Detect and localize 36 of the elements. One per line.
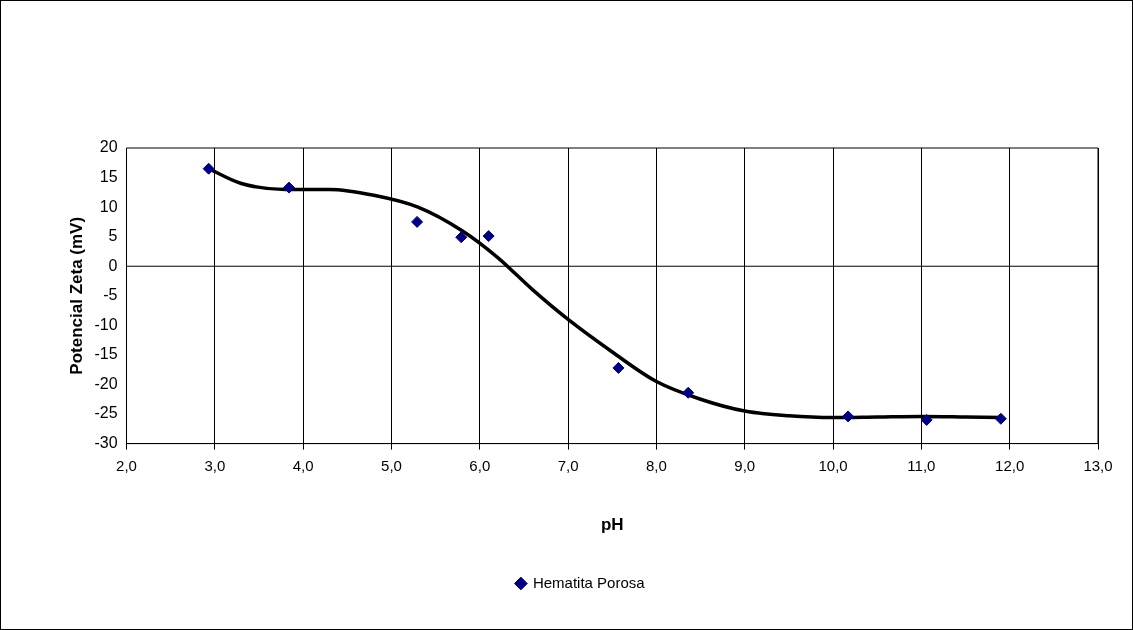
point	[612, 361, 625, 374]
y-tick-label: -20	[94, 374, 118, 392]
x-tick-label: 10,0	[818, 456, 848, 474]
x-tick-label: 7,0	[557, 456, 579, 474]
y-tick-label: -5	[103, 286, 118, 304]
y-tick-label: -25	[94, 404, 118, 422]
y-tick-label: 0	[108, 256, 118, 274]
y-tick-label: -10	[94, 315, 118, 333]
x-tick-label: 9,0	[734, 456, 756, 474]
y-tick-label: -30	[94, 434, 118, 452]
y-tick-label: 20	[99, 138, 118, 156]
x-tick-label: 4,0	[292, 456, 314, 474]
x-tick-label: 2,0	[116, 456, 137, 474]
point	[411, 215, 424, 228]
y-tick-label: 15	[99, 167, 118, 185]
x-tick-label: 5,0	[381, 456, 402, 474]
x-tick-label: 12,0	[995, 456, 1025, 474]
y-tick-label: 10	[99, 197, 118, 215]
point	[455, 231, 468, 244]
point	[482, 230, 495, 243]
point	[283, 181, 296, 194]
x-tick-label: 8,0	[645, 456, 667, 474]
point	[920, 413, 933, 426]
y-axis-title: Potencial Zeta (mV)	[66, 216, 86, 375]
x-axis-title: pH	[600, 515, 624, 535]
point	[842, 410, 855, 423]
x-tick-label: 6,0	[469, 456, 491, 474]
x-tick-label: 13,0	[1083, 456, 1113, 474]
point	[682, 386, 695, 399]
point	[994, 412, 1007, 425]
legend-label: Hematita Porosa	[532, 573, 646, 591]
x-tick-label: 3,0	[204, 456, 226, 474]
y-tick-label: -15	[94, 345, 118, 363]
point	[202, 162, 215, 175]
x-tick-label: 11,0	[907, 456, 936, 474]
y-tick-label: 5	[108, 227, 118, 245]
